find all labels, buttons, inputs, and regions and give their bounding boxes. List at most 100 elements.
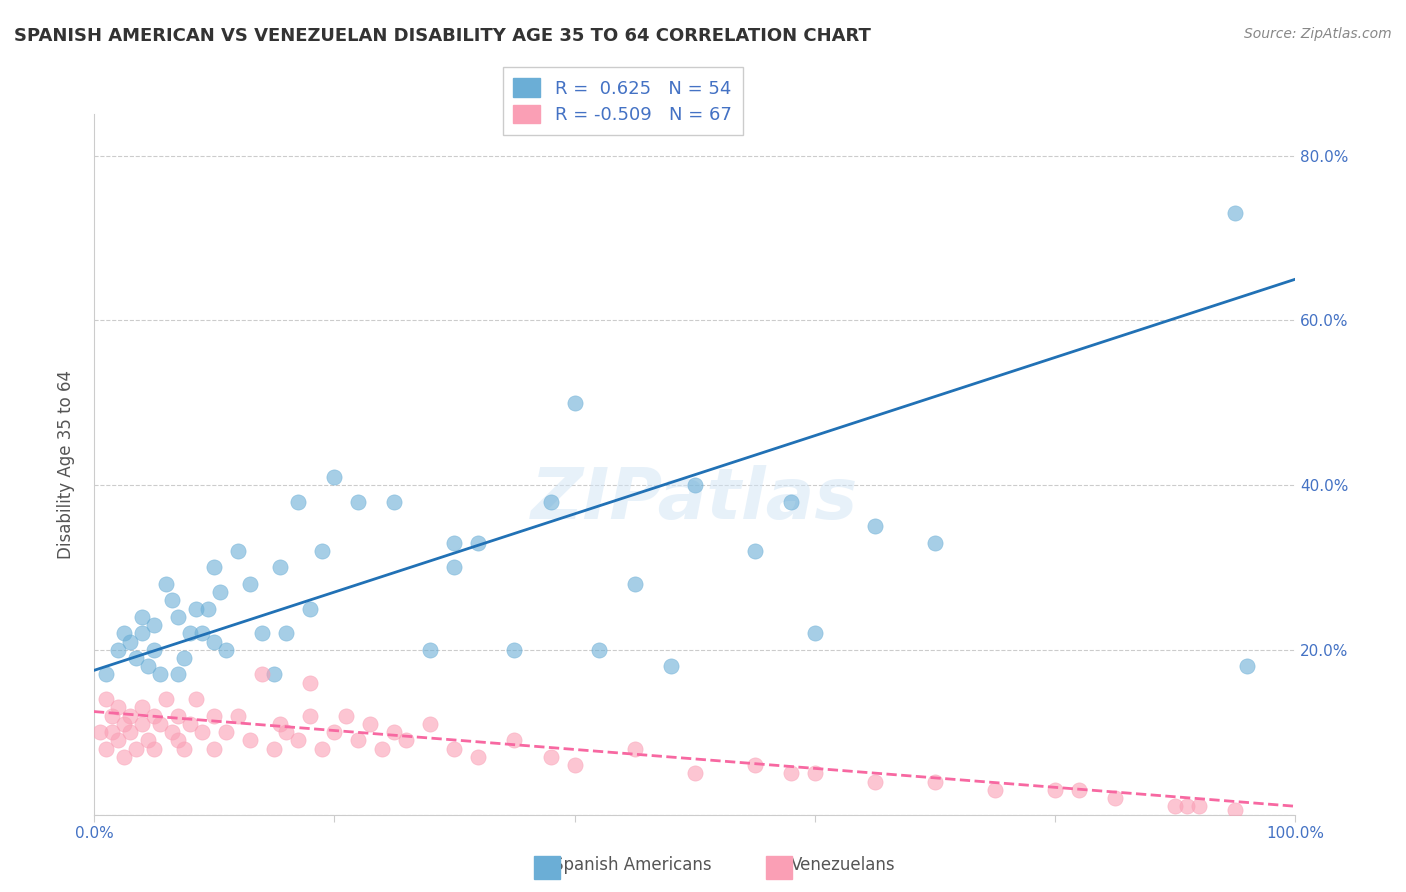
Point	[276, 626, 298, 640]
Point	[191, 725, 214, 739]
Point	[467, 749, 489, 764]
Point	[287, 733, 309, 747]
Point	[311, 544, 333, 558]
Point	[160, 593, 183, 607]
Point	[112, 717, 135, 731]
Point	[160, 725, 183, 739]
Point	[443, 560, 465, 574]
Point	[131, 626, 153, 640]
Point	[395, 733, 418, 747]
Point	[804, 626, 827, 640]
Text: Source: ZipAtlas.com: Source: ZipAtlas.com	[1244, 27, 1392, 41]
Point	[269, 717, 291, 731]
Point	[443, 741, 465, 756]
Point	[683, 766, 706, 780]
Point	[276, 725, 298, 739]
Point	[131, 700, 153, 714]
Point	[125, 651, 148, 665]
Point	[131, 717, 153, 731]
Point	[623, 741, 645, 756]
Point	[323, 725, 346, 739]
Point	[263, 741, 285, 756]
Point	[202, 708, 225, 723]
Point	[155, 577, 177, 591]
Text: SPANISH AMERICAN VS VENEZUELAN DISABILITY AGE 35 TO 64 CORRELATION CHART: SPANISH AMERICAN VS VENEZUELAN DISABILIT…	[14, 27, 870, 45]
Point	[209, 585, 232, 599]
Point	[1236, 659, 1258, 673]
Point	[250, 667, 273, 681]
Point	[226, 708, 249, 723]
Point	[173, 651, 195, 665]
Point	[588, 642, 610, 657]
Point	[184, 692, 207, 706]
Point	[149, 717, 172, 731]
Point	[924, 774, 946, 789]
Point	[167, 610, 190, 624]
Point	[287, 494, 309, 508]
Point	[179, 717, 201, 731]
Point	[202, 560, 225, 574]
Point	[136, 733, 159, 747]
Point	[118, 725, 141, 739]
Point	[107, 642, 129, 657]
Point	[1175, 799, 1198, 814]
Legend: R =  0.625   N = 54, R = -0.509   N = 67: R = 0.625 N = 54, R = -0.509 N = 67	[502, 68, 742, 135]
Point	[863, 519, 886, 533]
Point	[239, 577, 262, 591]
Point	[779, 494, 801, 508]
Point	[564, 758, 586, 772]
Point	[1164, 799, 1187, 814]
Y-axis label: Disability Age 35 to 64: Disability Age 35 to 64	[58, 370, 75, 559]
Point	[924, 535, 946, 549]
Point	[167, 733, 190, 747]
Point	[94, 692, 117, 706]
Point	[1069, 782, 1091, 797]
Point	[143, 618, 166, 632]
Point	[155, 692, 177, 706]
Point	[112, 626, 135, 640]
Point	[191, 626, 214, 640]
Point	[226, 544, 249, 558]
Point	[167, 708, 190, 723]
Point	[263, 667, 285, 681]
Point	[503, 642, 526, 657]
Point	[299, 708, 322, 723]
Text: ZIPatlas: ZIPatlas	[531, 465, 859, 534]
Point	[89, 725, 111, 739]
Point	[382, 494, 405, 508]
Point	[1104, 791, 1126, 805]
Point	[101, 725, 124, 739]
Point	[564, 395, 586, 409]
Point	[184, 601, 207, 615]
Point	[94, 667, 117, 681]
Point	[359, 717, 381, 731]
Point	[269, 560, 291, 574]
Point	[173, 741, 195, 756]
Point	[215, 642, 238, 657]
Text: Spanish Americans: Spanish Americans	[554, 856, 711, 874]
Point	[311, 741, 333, 756]
Point	[107, 733, 129, 747]
Point	[382, 725, 405, 739]
Point	[443, 535, 465, 549]
Point	[143, 708, 166, 723]
Point	[107, 700, 129, 714]
Point	[179, 626, 201, 640]
Point	[202, 634, 225, 648]
Point	[503, 733, 526, 747]
Point	[1043, 782, 1066, 797]
Point	[744, 758, 766, 772]
Point	[197, 601, 219, 615]
Point	[202, 741, 225, 756]
Point	[347, 733, 370, 747]
Point	[1225, 206, 1247, 220]
Point	[1188, 799, 1211, 814]
Point	[335, 708, 357, 723]
Point	[540, 494, 562, 508]
Point	[167, 667, 190, 681]
Point	[419, 717, 441, 731]
Point	[347, 494, 370, 508]
Point	[101, 708, 124, 723]
Point	[683, 478, 706, 492]
Point	[804, 766, 827, 780]
